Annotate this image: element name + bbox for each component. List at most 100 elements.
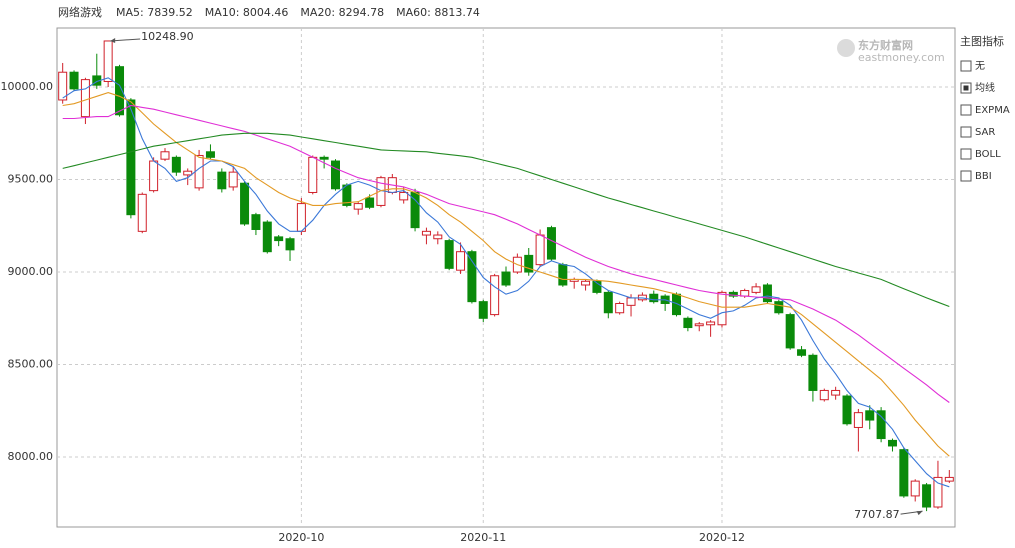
option-label: EXPMA xyxy=(975,105,1010,116)
candle-body xyxy=(58,71,68,101)
candle-body xyxy=(831,389,841,396)
ma-line xyxy=(62,104,950,403)
y-tick-label: 8000.00 xyxy=(8,450,54,463)
y-tick-label: 8500.00 xyxy=(8,358,54,371)
checkbox-mark xyxy=(963,85,969,91)
candle-body xyxy=(785,314,795,349)
candle-body xyxy=(228,171,238,188)
candle-body xyxy=(762,284,772,303)
candle-body xyxy=(740,290,750,297)
indicator-option[interactable]: EXPMA xyxy=(960,104,1010,116)
candle-body xyxy=(933,476,943,508)
candle-body xyxy=(262,221,272,253)
indicator-option[interactable]: 无 xyxy=(960,60,985,72)
candle-body xyxy=(421,230,431,236)
candle-body xyxy=(626,297,636,306)
y-tick-label: 9000.00 xyxy=(8,265,54,278)
legend: MA5: 7839.52 MA10: 8004.46 MA20: 8294.78 MA… xyxy=(116,6,480,19)
checkbox[interactable] xyxy=(960,60,972,72)
candle-body xyxy=(728,291,738,297)
candle-body xyxy=(296,203,306,232)
candle-body xyxy=(330,160,340,190)
candle-body xyxy=(797,349,807,356)
candle-body xyxy=(615,302,625,314)
candle-body xyxy=(535,234,545,266)
candle-body xyxy=(433,234,443,240)
candle-body xyxy=(160,151,170,160)
candle-body xyxy=(126,99,136,216)
indicator-option[interactable]: SAR xyxy=(960,126,995,138)
candle-body xyxy=(217,171,227,190)
candle-body xyxy=(240,182,250,225)
candle-body xyxy=(581,280,591,286)
candle-body xyxy=(546,227,556,260)
candle-body xyxy=(490,275,500,316)
candle-body xyxy=(944,476,954,482)
candle-body xyxy=(353,203,363,210)
candle-body xyxy=(649,293,659,303)
ma-line xyxy=(62,132,950,308)
candle-body xyxy=(694,323,704,327)
checkbox[interactable] xyxy=(960,170,972,182)
candle-body xyxy=(774,301,784,314)
x-tick-label: 2020-11 xyxy=(460,531,506,544)
legend-entry: MA20: 8294.78 xyxy=(300,6,384,19)
indicator-options: 无均线 EXPMA SAR BOLL BBI xyxy=(960,60,1010,182)
candle-body xyxy=(319,156,329,160)
candle-body xyxy=(853,412,863,428)
ma-line xyxy=(62,77,950,488)
option-label: SAR xyxy=(975,127,995,138)
chart-title: 网络游戏 xyxy=(58,5,102,19)
x-tick-label: 2020-10 xyxy=(278,531,324,544)
candle-body xyxy=(524,254,534,273)
candle-body xyxy=(149,160,159,192)
candle-body xyxy=(444,240,454,269)
annotation-label: 7707.87 xyxy=(854,508,900,521)
candle-body xyxy=(467,251,477,303)
candle-body xyxy=(603,291,613,314)
arrow-head xyxy=(110,37,116,43)
candle-body xyxy=(308,156,318,193)
watermark-logo xyxy=(837,39,855,57)
candle-body xyxy=(399,191,409,201)
legend-entry: MA60: 8813.74 xyxy=(396,6,480,19)
checkbox[interactable] xyxy=(960,148,972,160)
candle-body xyxy=(865,410,875,421)
candle-body xyxy=(478,301,488,319)
candle-body xyxy=(205,151,215,158)
candle-body xyxy=(876,410,886,440)
y-tick-label: 10000.00 xyxy=(1,80,54,93)
candle-body xyxy=(456,251,466,271)
candle-body xyxy=(171,156,181,173)
indicator-option[interactable]: BOLL xyxy=(960,148,1001,160)
candle-body xyxy=(910,480,920,497)
candle-body xyxy=(115,66,125,116)
option-label: 无 xyxy=(975,61,985,72)
candle-body xyxy=(592,280,602,293)
candle-body xyxy=(819,389,829,401)
candle-body xyxy=(899,449,909,497)
candle-body xyxy=(103,40,113,82)
legend-entry: MA5: 7839.52 xyxy=(116,6,193,19)
candle-body xyxy=(183,170,193,176)
checkbox[interactable] xyxy=(960,126,972,138)
candle-body xyxy=(137,193,147,232)
candle-body xyxy=(365,197,375,208)
candle-body xyxy=(80,79,90,118)
legend-entry: MA10: 8004.46 xyxy=(205,6,289,19)
candle-body xyxy=(887,439,897,447)
checkbox[interactable] xyxy=(960,104,972,116)
candle-body xyxy=(194,154,204,189)
plot-frame xyxy=(56,27,956,528)
y-tick-label: 9500.00 xyxy=(8,173,54,186)
annotation-label: 10248.90 xyxy=(141,30,194,43)
candle-body xyxy=(683,317,693,329)
indicator-option[interactable]: 均线 xyxy=(960,81,995,94)
candle-body xyxy=(751,286,761,293)
candle-body xyxy=(285,238,295,251)
option-label: BBI xyxy=(975,171,992,182)
candle-body xyxy=(274,236,284,242)
watermark-url: eastmoney.com xyxy=(858,51,945,64)
option-label: BOLL xyxy=(975,149,1001,160)
indicator-option[interactable]: BBI xyxy=(960,170,992,182)
